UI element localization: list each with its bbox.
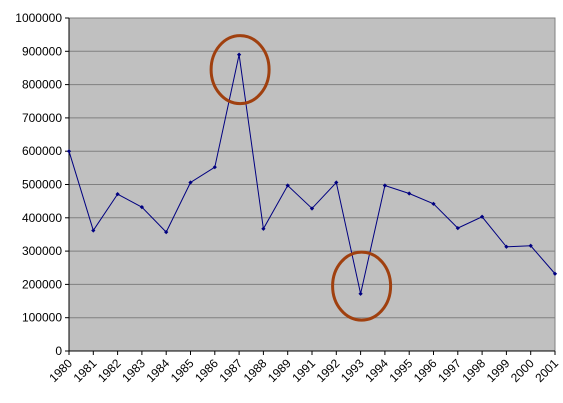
x-tick-label: 1997 [435,356,464,385]
x-tick-label: 1983 [119,356,148,385]
y-tick-label: 200000 [22,277,62,291]
x-tick-label: 1982 [95,356,124,385]
data-point [164,229,169,235]
y-tick-label: 700000 [22,111,62,125]
data-point [188,180,193,185]
annotation-circle [209,34,271,106]
x-tick-label: 2000 [508,356,537,385]
data-points [66,52,558,296]
y-tick-label: 600000 [22,144,62,158]
x-tick-label: 1992 [314,356,343,385]
x-tick-label: 1996 [411,356,440,385]
x-tick-label: 1984 [144,356,173,385]
data-point [91,228,96,233]
data-point [455,226,460,231]
y-tick-label: 1000000 [15,11,62,25]
y-tick-label: 0 [55,344,62,358]
data-point [261,226,266,231]
y-tick-label: 300000 [22,244,62,258]
data-point [212,165,217,170]
y-tick-label: 500000 [22,178,62,192]
data-point [407,191,412,196]
data-point [382,183,388,188]
x-tick-label: 2001 [532,356,561,385]
x-tick-label: 1989 [265,356,294,385]
x-axis-ticks: 1980198119821983198419851986198719881989… [46,350,561,385]
data-point [358,291,363,296]
x-tick-label: 1981 [71,356,100,385]
data-point [479,214,485,219]
data-point [139,205,145,210]
data-point [285,183,290,188]
data-point [528,243,533,248]
data-point [66,149,72,154]
y-axis-ticks: 0 100000 200000 300000 400000 500000 600000 700… [15,11,70,358]
data-point [552,271,558,276]
data-point [334,180,339,185]
x-tick-label: 1980 [46,356,75,385]
data-point [309,206,315,211]
annotation-circle [331,250,393,322]
y-tick-label: 400000 [22,211,62,225]
x-tick-label: 1987 [216,356,245,385]
y-tick-label: 800000 [22,78,62,92]
x-tick-label: 1993 [338,356,367,385]
data-point [236,52,242,57]
x-tick-label: 1991 [289,356,318,385]
x-tick-label: 1999 [484,356,513,385]
data-point [504,244,509,249]
x-tick-label: 1986 [192,356,221,385]
x-tick-label: 1994 [362,356,391,385]
y-tick-label: 100000 [22,311,62,325]
x-tick-label: 1998 [459,356,488,385]
data-point [431,201,436,206]
y-tick-label: 900000 [22,44,62,58]
x-tick-label: 1988 [241,356,270,385]
data-point [115,192,120,197]
x-tick-label: 1985 [168,356,197,385]
x-tick-label: 1995 [387,356,416,385]
annotations [209,34,393,322]
